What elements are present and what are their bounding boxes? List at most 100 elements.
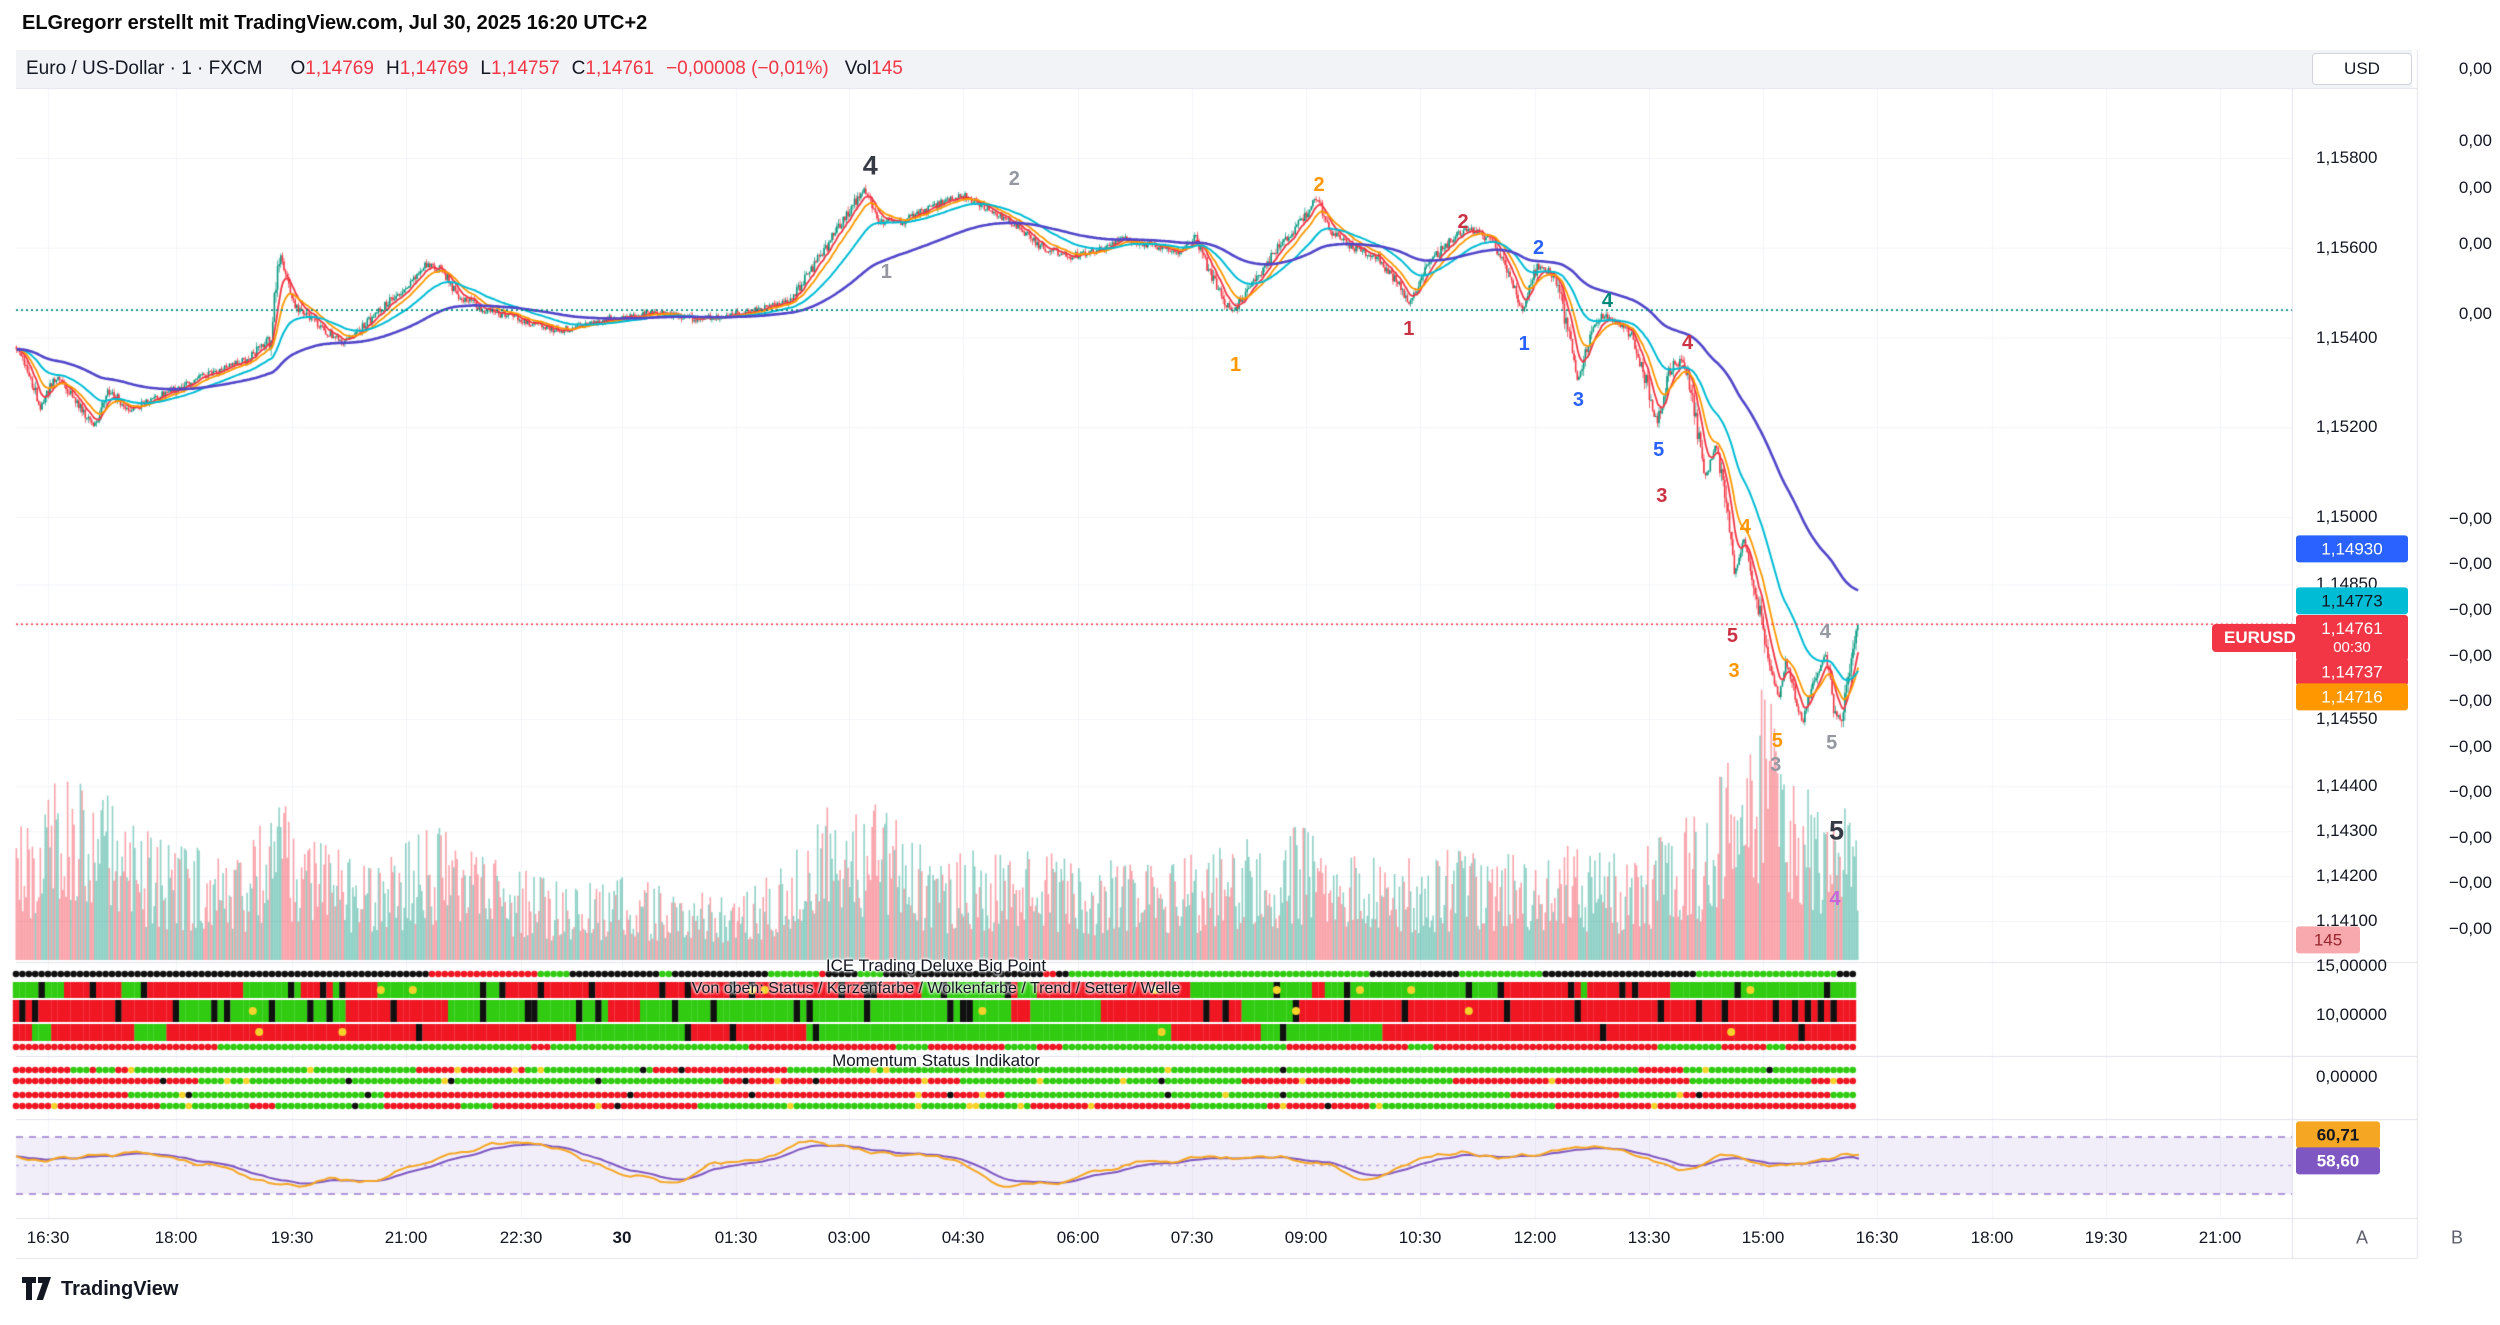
wave-label[interactable]: 3: [1770, 753, 1782, 776]
right-value: 0,00: [2458, 304, 2492, 323]
right-value: −0,00: [2448, 828, 2492, 847]
wave-label[interactable]: 1: [880, 261, 892, 283]
price-badge: 1,14737: [2296, 658, 2408, 686]
wave-label[interactable]: 4: [1601, 289, 1613, 312]
time-label: 19:30: [2084, 1228, 2128, 1247]
price-axis-label: 1,15800: [2316, 148, 2378, 167]
price-axis-label: 1,14100: [2316, 911, 2378, 930]
wave-label[interactable]: 5: [1771, 730, 1783, 753]
symbol-price-tag: EURUSD: [2212, 624, 2308, 652]
time-label: 01:30: [714, 1228, 758, 1247]
right-value: 0,00: [2458, 131, 2492, 150]
axis-button-a[interactable]: A: [2355, 1227, 2369, 1248]
ohlc-price: 1,14757: [490, 58, 560, 79]
volume-value: 145: [871, 58, 903, 79]
oscillator-value-badge: 60,71: [2296, 1121, 2380, 1149]
right-value: 0,00: [2458, 178, 2492, 197]
right-value: −0,00: [2448, 554, 2492, 573]
price-badge: 1,14716: [2296, 683, 2408, 711]
time-label: 12:00: [1513, 1228, 1557, 1247]
price-badge: 1,14930: [2296, 535, 2408, 563]
wave-label[interactable]: 1: [1518, 332, 1530, 355]
price-badge: 1,14761 00:30: [2296, 615, 2408, 661]
time-label: 22:30: [499, 1228, 543, 1247]
time-label: 09:00: [1284, 1228, 1328, 1247]
wave-label[interactable]: 2: [1457, 211, 1469, 234]
wave-label[interactable]: 4: [862, 150, 878, 181]
wave-label[interactable]: 3: [1656, 485, 1668, 508]
price-axis-label: 1,15400: [2316, 327, 2378, 347]
right-value: −0,00: [2448, 782, 2492, 801]
price-axis-label: 1,14400: [2316, 776, 2378, 796]
right-value: −0,00: [2448, 509, 2492, 528]
ohlc-price: 1,14769: [305, 58, 374, 79]
ice-indicator-title: ICE Trading Deluxe Big Point: [825, 956, 1047, 975]
tradingview-logo[interactable]: TradingView: [22, 1276, 178, 1302]
wave-label[interactable]: 2: [1008, 167, 1020, 190]
time-label: 19:30: [270, 1228, 314, 1247]
pane-axis-label: 15,00000: [2316, 956, 2387, 975]
price-axis-label: 1,15200: [2316, 417, 2378, 437]
wave-label[interactable]: 1: [1229, 353, 1242, 376]
right-value: 0,00: [2458, 234, 2492, 253]
time-label: 07:30: [1170, 1228, 1214, 1247]
right-value: −0,00: [2448, 873, 2492, 892]
right-value: −0,00: [2448, 646, 2492, 665]
price-badge: 145: [2296, 926, 2360, 954]
ohlc-price: 1,14769: [399, 58, 469, 79]
legend-strip: [16, 50, 2412, 88]
tradingview-logo-icon: [22, 1277, 51, 1300]
change-value: −0,00008 (−0,01%): [666, 58, 829, 79]
price-axis-label: 1,15000: [2316, 507, 2378, 526]
right-value: −0,00: [2448, 691, 2492, 710]
right-value: −0,00: [2448, 919, 2492, 938]
price-badge: 1,14773: [2296, 587, 2408, 615]
time-label: 16:30: [26, 1228, 70, 1247]
time-label: 21:00: [384, 1228, 428, 1247]
price-axis-label: 1,14300: [2316, 821, 2378, 841]
wave-label[interactable]: 2: [1313, 174, 1325, 197]
pane-axis-label: 10,00000: [2316, 1005, 2387, 1024]
time-label: 18:00: [154, 1228, 198, 1247]
time-label: 03:00: [827, 1228, 871, 1247]
wave-label[interactable]: 3: [1572, 388, 1585, 411]
ice-indicator-subtitle: Von oben: Status / Kerzenfarbe / Wolkenf…: [691, 980, 1181, 997]
right-value: −0,00: [2448, 600, 2492, 619]
wave-label[interactable]: 4: [1682, 331, 1694, 354]
axis-button-b[interactable]: B: [2450, 1227, 2464, 1248]
time-label: 15:00: [1741, 1228, 1785, 1247]
symbol-title: Euro / US-Dollar · 1 · FXCM: [26, 58, 263, 79]
chart-legend[interactable]: Euro / US-Dollar · 1 · FXCM O1,14769 H1,1…: [26, 50, 903, 88]
wave-label[interactable]: 4: [1739, 515, 1751, 538]
pane-axis-label: 0,00000: [2316, 1067, 2378, 1086]
wave-label[interactable]: 1: [1403, 318, 1415, 341]
time-label: 16:30: [1855, 1228, 1899, 1247]
right-value: 0,00: [2458, 59, 2492, 78]
volume-label: Vol: [844, 58, 872, 79]
wave-label[interactable]: 2: [1532, 236, 1545, 259]
currency-usd-button[interactable]: USD: [2312, 53, 2412, 85]
wave-label[interactable]: 5: [1826, 732, 1838, 755]
tradingview-logo-text: TradingView: [61, 1277, 179, 1300]
wave-label[interactable]: 4: [1819, 621, 1831, 644]
wave-label[interactable]: 5: [1726, 624, 1738, 647]
time-label: 10:30: [1398, 1228, 1442, 1247]
wave-label[interactable]: 5: [1653, 438, 1665, 461]
time-label: 04:30: [941, 1228, 985, 1247]
wave-label[interactable]: 4: [1829, 887, 1841, 910]
time-label: 06:00: [1056, 1228, 1100, 1247]
time-label: 30: [612, 1228, 632, 1247]
wave-label[interactable]: 3: [1728, 660, 1740, 682]
ohlc-letter: L: [480, 58, 491, 79]
ohlc-letter: H: [385, 58, 400, 79]
wave-label[interactable]: 5: [1828, 815, 1845, 846]
ohlc-price: 1,14761: [585, 58, 655, 79]
ohlc-letter: C: [571, 58, 586, 79]
price-axis-label: 1,15600: [2316, 237, 2378, 257]
time-label: 13:30: [1627, 1228, 1671, 1247]
oscillator-value-badge: 58,60: [2296, 1147, 2380, 1175]
price-axis-label: 1,14200: [2316, 866, 2378, 886]
price-axis-label: 1,14550: [2316, 709, 2378, 728]
